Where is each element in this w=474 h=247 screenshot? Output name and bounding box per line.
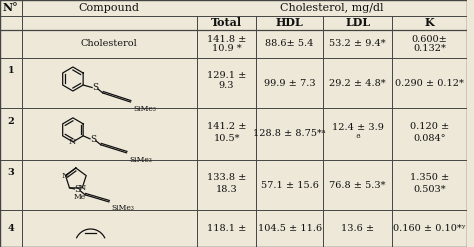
- Text: Me: Me: [73, 193, 85, 201]
- Text: 0.503*: 0.503*: [413, 185, 446, 193]
- Text: 128.8 ± 8.75*ᵃ: 128.8 ± 8.75*ᵃ: [254, 129, 326, 139]
- Text: 0.132*: 0.132*: [413, 44, 446, 53]
- Text: 118.1 ±: 118.1 ±: [207, 224, 246, 233]
- Text: SiMe₃: SiMe₃: [112, 204, 135, 212]
- Text: HDL: HDL: [276, 18, 303, 28]
- Text: 10.5*: 10.5*: [213, 134, 240, 143]
- Text: 104.5 ± 11.6: 104.5 ± 11.6: [257, 224, 322, 233]
- Text: Compound: Compound: [79, 3, 140, 13]
- Text: N: N: [68, 138, 76, 146]
- Text: 3: 3: [8, 168, 14, 177]
- Text: 133.8 ±: 133.8 ±: [207, 173, 246, 182]
- Text: N: N: [79, 184, 86, 192]
- Text: S: S: [92, 83, 98, 92]
- Text: 141.2 ±: 141.2 ±: [207, 122, 246, 131]
- Text: N: N: [62, 172, 69, 180]
- Text: 53.2 ± 9.4*: 53.2 ± 9.4*: [329, 40, 386, 48]
- Text: S: S: [74, 185, 81, 194]
- Text: LDL: LDL: [345, 18, 370, 28]
- Text: 0.120 ±: 0.120 ±: [410, 122, 449, 131]
- Text: 0.160 ± 0.10*ʸ: 0.160 ± 0.10*ʸ: [393, 224, 466, 233]
- Text: 0.084°: 0.084°: [413, 134, 446, 143]
- Text: Cholesterol: Cholesterol: [81, 40, 138, 48]
- Text: ª: ª: [356, 134, 360, 143]
- Text: 13.6 ±: 13.6 ±: [341, 224, 374, 233]
- Text: 9.3: 9.3: [219, 81, 234, 90]
- Text: SiMe₃: SiMe₃: [129, 156, 152, 164]
- Text: 12.4 ± 3.9: 12.4 ± 3.9: [332, 123, 383, 132]
- Text: S: S: [90, 135, 96, 144]
- Text: 76.8 ± 5.3*: 76.8 ± 5.3*: [329, 181, 386, 189]
- Text: N°: N°: [3, 2, 18, 14]
- Text: 141.8 ±: 141.8 ±: [207, 35, 246, 44]
- Text: 18.3: 18.3: [216, 185, 237, 193]
- Text: 0.600±: 0.600±: [411, 35, 447, 44]
- Text: 57.1 ± 15.6: 57.1 ± 15.6: [261, 181, 319, 189]
- Text: 0.290 ± 0.12*: 0.290 ± 0.12*: [395, 79, 464, 87]
- Text: 10.9 *: 10.9 *: [212, 44, 241, 53]
- Text: 29.2 ± 4.8*: 29.2 ± 4.8*: [329, 79, 386, 87]
- Text: K: K: [425, 18, 434, 28]
- Text: SiMe₃: SiMe₃: [133, 105, 156, 113]
- Text: 129.1 ±: 129.1 ±: [207, 71, 246, 80]
- Text: 88.6± 5.4: 88.6± 5.4: [265, 40, 314, 48]
- Text: 99.9 ± 7.3: 99.9 ± 7.3: [264, 79, 316, 87]
- Text: 1.350 ±: 1.350 ±: [410, 173, 449, 182]
- Text: 2: 2: [8, 117, 14, 125]
- Text: 4: 4: [8, 224, 14, 233]
- Text: Cholesterol, mg/dl: Cholesterol, mg/dl: [280, 3, 384, 13]
- Text: Total: Total: [211, 18, 242, 28]
- Text: 1: 1: [8, 66, 14, 75]
